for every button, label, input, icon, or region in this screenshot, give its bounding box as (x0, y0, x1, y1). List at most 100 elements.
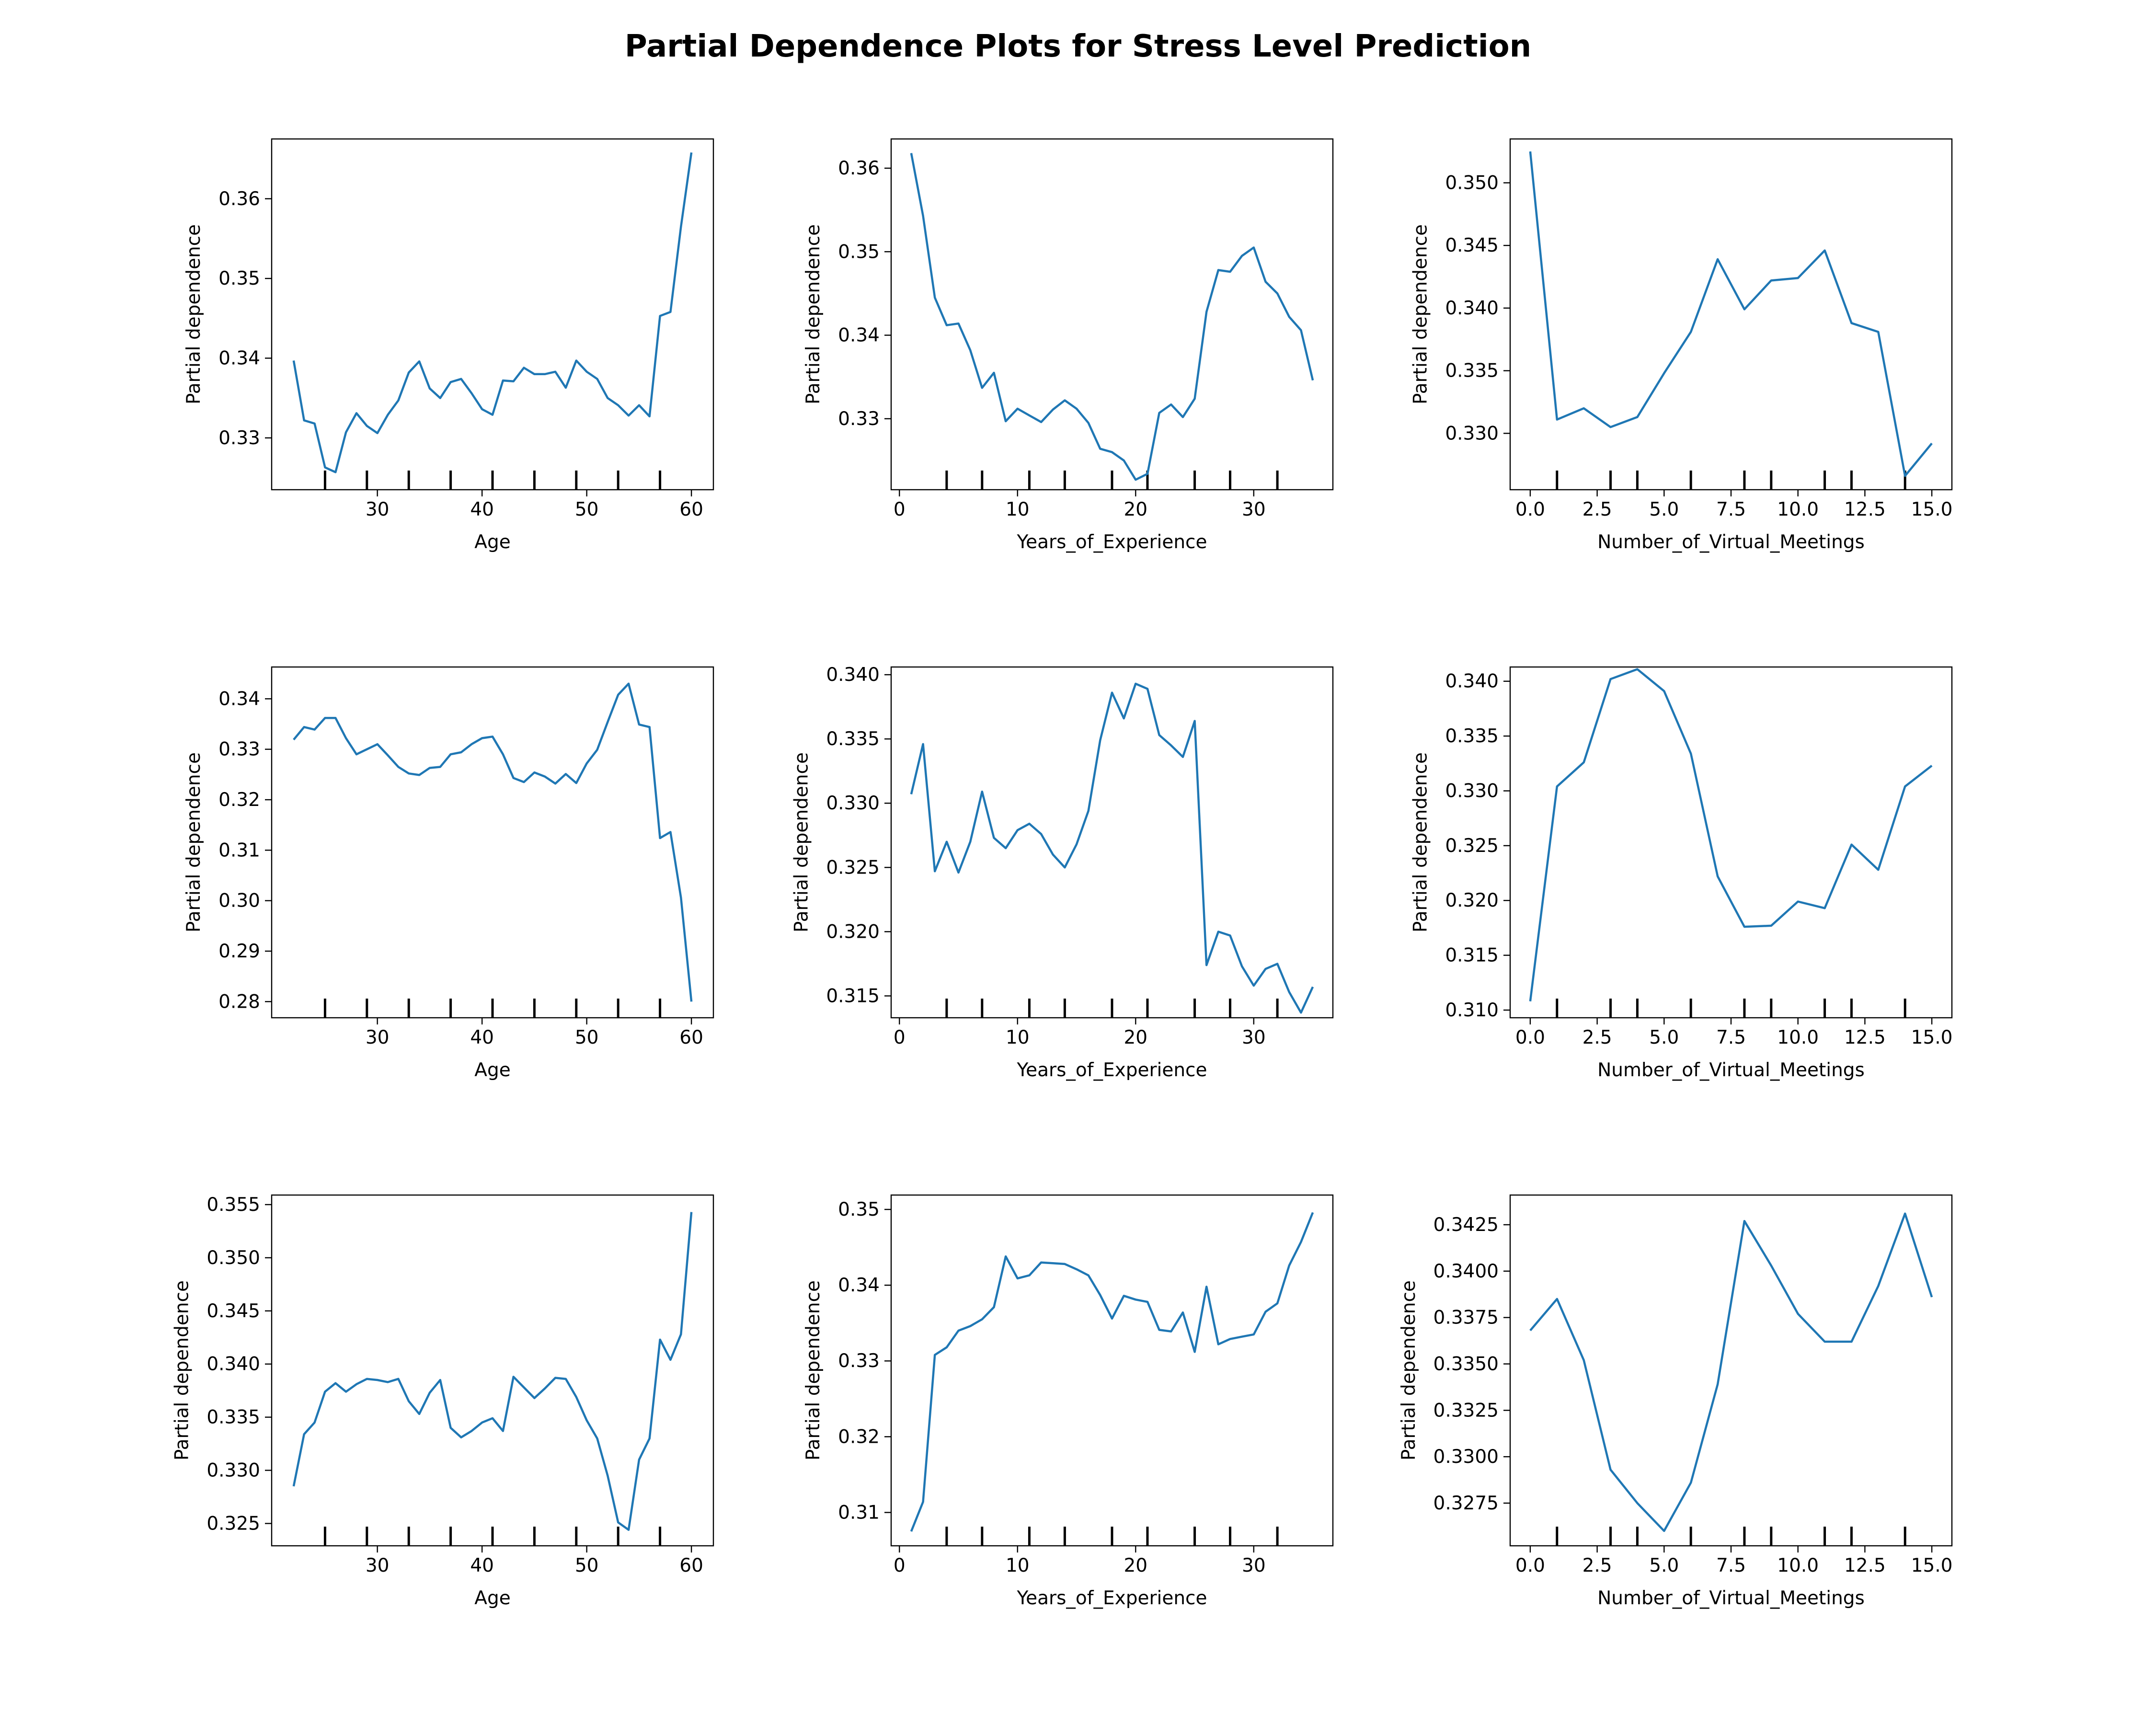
x-axis-label: Number_of_Virtual_Meetings (1597, 1587, 1865, 1609)
y-axis-label: Partial dependence (791, 752, 813, 932)
x-tick-label: 30 (366, 1027, 390, 1048)
x-tick-label: 30 (1242, 1555, 1266, 1576)
y-tick-label: 0.340 (826, 664, 880, 686)
y-tick-label: 0.36 (838, 158, 880, 179)
y-tick-label: 0.350 (1445, 172, 1499, 194)
y-tick-label: 0.315 (826, 985, 880, 1007)
y-axis-label: Partial dependence (183, 752, 205, 932)
x-tick-label: 10 (1006, 1555, 1030, 1576)
y-tick-label: 0.3300 (1434, 1446, 1499, 1468)
y-tick-label: 0.3350 (1434, 1353, 1499, 1375)
y-tick-label: 0.330 (1445, 423, 1499, 444)
subplot-3: 0.0 2.5 5.0 7.5 10.0 12.5 15.0 0.330 0.335 0.340 0… (1410, 138, 1953, 553)
y-tick-label: 0.350 (206, 1247, 260, 1269)
subplot-1: 30 40 50 60 0.33 0.34 0.35 0.36 Age Partial depen… (183, 138, 714, 553)
x-axis-label: Years_of_Experience (1017, 1059, 1207, 1081)
x-axis-label: Number_of_Virtual_Meetings (1597, 531, 1865, 553)
y-tick-label: 0.340 (1445, 298, 1499, 319)
x-tick-label: 20 (1124, 499, 1147, 520)
y-tick-label: 0.335 (206, 1407, 260, 1428)
y-tick-label: 0.3425 (1434, 1214, 1499, 1236)
x-tick-label: 12.5 (1844, 499, 1886, 520)
x-tick-label: 40 (470, 499, 494, 520)
x-tick-label: 15.0 (1911, 1555, 1953, 1576)
x-tick-label: 5.0 (1649, 499, 1679, 520)
x-tick-label: 30 (366, 499, 390, 520)
x-tick-label: 0 (894, 1555, 906, 1576)
x-tick-label: 10.0 (1777, 1555, 1819, 1576)
y-tick-label: 0.335 (1445, 725, 1499, 747)
subplot-6: 0.0 2.5 5.0 7.5 10.0 12.5 15.0 0.310 0.315 0.320 0… (1410, 666, 1953, 1081)
x-tick-label: 15.0 (1911, 499, 1953, 520)
y-tick-label: 0.320 (826, 921, 880, 943)
y-axis-label: Partial dependence (1410, 224, 1432, 404)
y-tick-label: 0.29 (218, 941, 260, 962)
x-tick-label: 10.0 (1777, 1027, 1819, 1048)
y-tick-label: 0.33 (218, 427, 260, 449)
x-tick-label: 10 (1006, 1027, 1030, 1048)
x-tick-label: 40 (470, 1027, 494, 1048)
x-tick-label: 5.0 (1649, 1555, 1679, 1576)
y-tick-label: 0.33 (218, 739, 260, 760)
y-tick-label: 0.28 (218, 991, 260, 1012)
x-tick-label: 30 (1242, 499, 1266, 520)
x-tick-label: 0 (894, 499, 906, 520)
x-tick-label: 15.0 (1911, 1027, 1953, 1048)
y-tick-label: 0.35 (838, 241, 880, 263)
subplot-2: 0 10 20 30 0.33 0.34 0.35 0.36 Years_of_Experien… (803, 138, 1334, 553)
y-tick-label: 0.3400 (1434, 1261, 1499, 1282)
x-tick-label: 7.5 (1716, 1555, 1746, 1576)
subplots-grid: 30 40 50 60 0.33 0.34 0.35 0.36 Age Partial depen… (172, 138, 1953, 1609)
x-tick-label: 2.5 (1583, 1555, 1612, 1576)
x-tick-label: 0 (894, 1027, 906, 1048)
x-tick-label: 50 (575, 1027, 599, 1048)
y-tick-label: 0.35 (218, 268, 260, 289)
pd-line (1529, 668, 1933, 1001)
subplot-7: 30 40 50 60 0.325 0.330 0.335 0.340 0.345 0.350 0.… (172, 1194, 714, 1609)
y-tick-label: 0.33 (838, 1350, 880, 1372)
x-tick-label: 10.0 (1777, 499, 1819, 520)
y-axis-label: Partial dependence (1398, 1280, 1420, 1460)
x-tick-label: 7.5 (1716, 1027, 1746, 1048)
y-axis-label: Partial dependence (1410, 752, 1432, 932)
x-tick-label: 0.0 (1515, 499, 1545, 520)
y-tick-label: 0.35 (838, 1199, 880, 1220)
y-tick-label: 0.335 (826, 728, 880, 750)
y-tick-label: 0.30 (218, 890, 260, 912)
y-tick-label: 0.345 (1445, 235, 1499, 256)
x-tick-label: 30 (1242, 1027, 1266, 1048)
x-tick-label: 60 (679, 1555, 703, 1576)
x-tick-label: 60 (679, 499, 703, 520)
y-tick-label: 0.330 (826, 793, 880, 814)
subplot-5: 0 10 20 30 0.315 0.320 0.325 0.330 0.335 0.340 Yea… (791, 664, 1334, 1081)
y-axis-label: Partial dependence (172, 1280, 193, 1460)
x-tick-label: 60 (679, 1027, 703, 1048)
y-tick-label: 0.32 (218, 789, 260, 811)
y-tick-label: 0.34 (218, 348, 260, 369)
y-tick-label: 0.355 (206, 1194, 260, 1216)
y-tick-label: 0.31 (838, 1502, 880, 1523)
y-tick-label: 0.340 (206, 1354, 260, 1375)
subplot-8: 0 10 20 30 0.31 0.32 0.33 0.34 0.35 Years_of_Expe… (803, 1194, 1334, 1609)
x-tick-label: 7.5 (1716, 499, 1746, 520)
y-tick-label: 0.33 (838, 408, 880, 430)
y-tick-label: 0.320 (1445, 890, 1499, 911)
y-tick-label: 0.325 (206, 1513, 260, 1534)
y-tick-label: 0.3325 (1434, 1400, 1499, 1421)
x-axis-label: Age (474, 1059, 510, 1081)
y-tick-label: 0.34 (838, 325, 880, 346)
y-tick-label: 0.31 (218, 840, 260, 861)
x-tick-label: 0.0 (1515, 1555, 1545, 1576)
y-tick-label: 0.325 (826, 857, 880, 878)
pd-line (1529, 151, 1933, 477)
subplot-4: 30 40 50 60 0.28 0.29 0.30 0.31 0.32 0.33 0.34 Age P… (183, 666, 714, 1081)
x-axis-label: Number_of_Virtual_Meetings (1597, 1059, 1865, 1081)
x-tick-label: 20 (1124, 1027, 1147, 1048)
y-tick-label: 0.310 (1445, 1000, 1499, 1021)
y-tick-label: 0.330 (1445, 780, 1499, 802)
x-axis-label: Years_of_Experience (1017, 531, 1207, 553)
y-tick-label: 0.315 (1445, 945, 1499, 966)
x-tick-label: 12.5 (1844, 1027, 1886, 1048)
